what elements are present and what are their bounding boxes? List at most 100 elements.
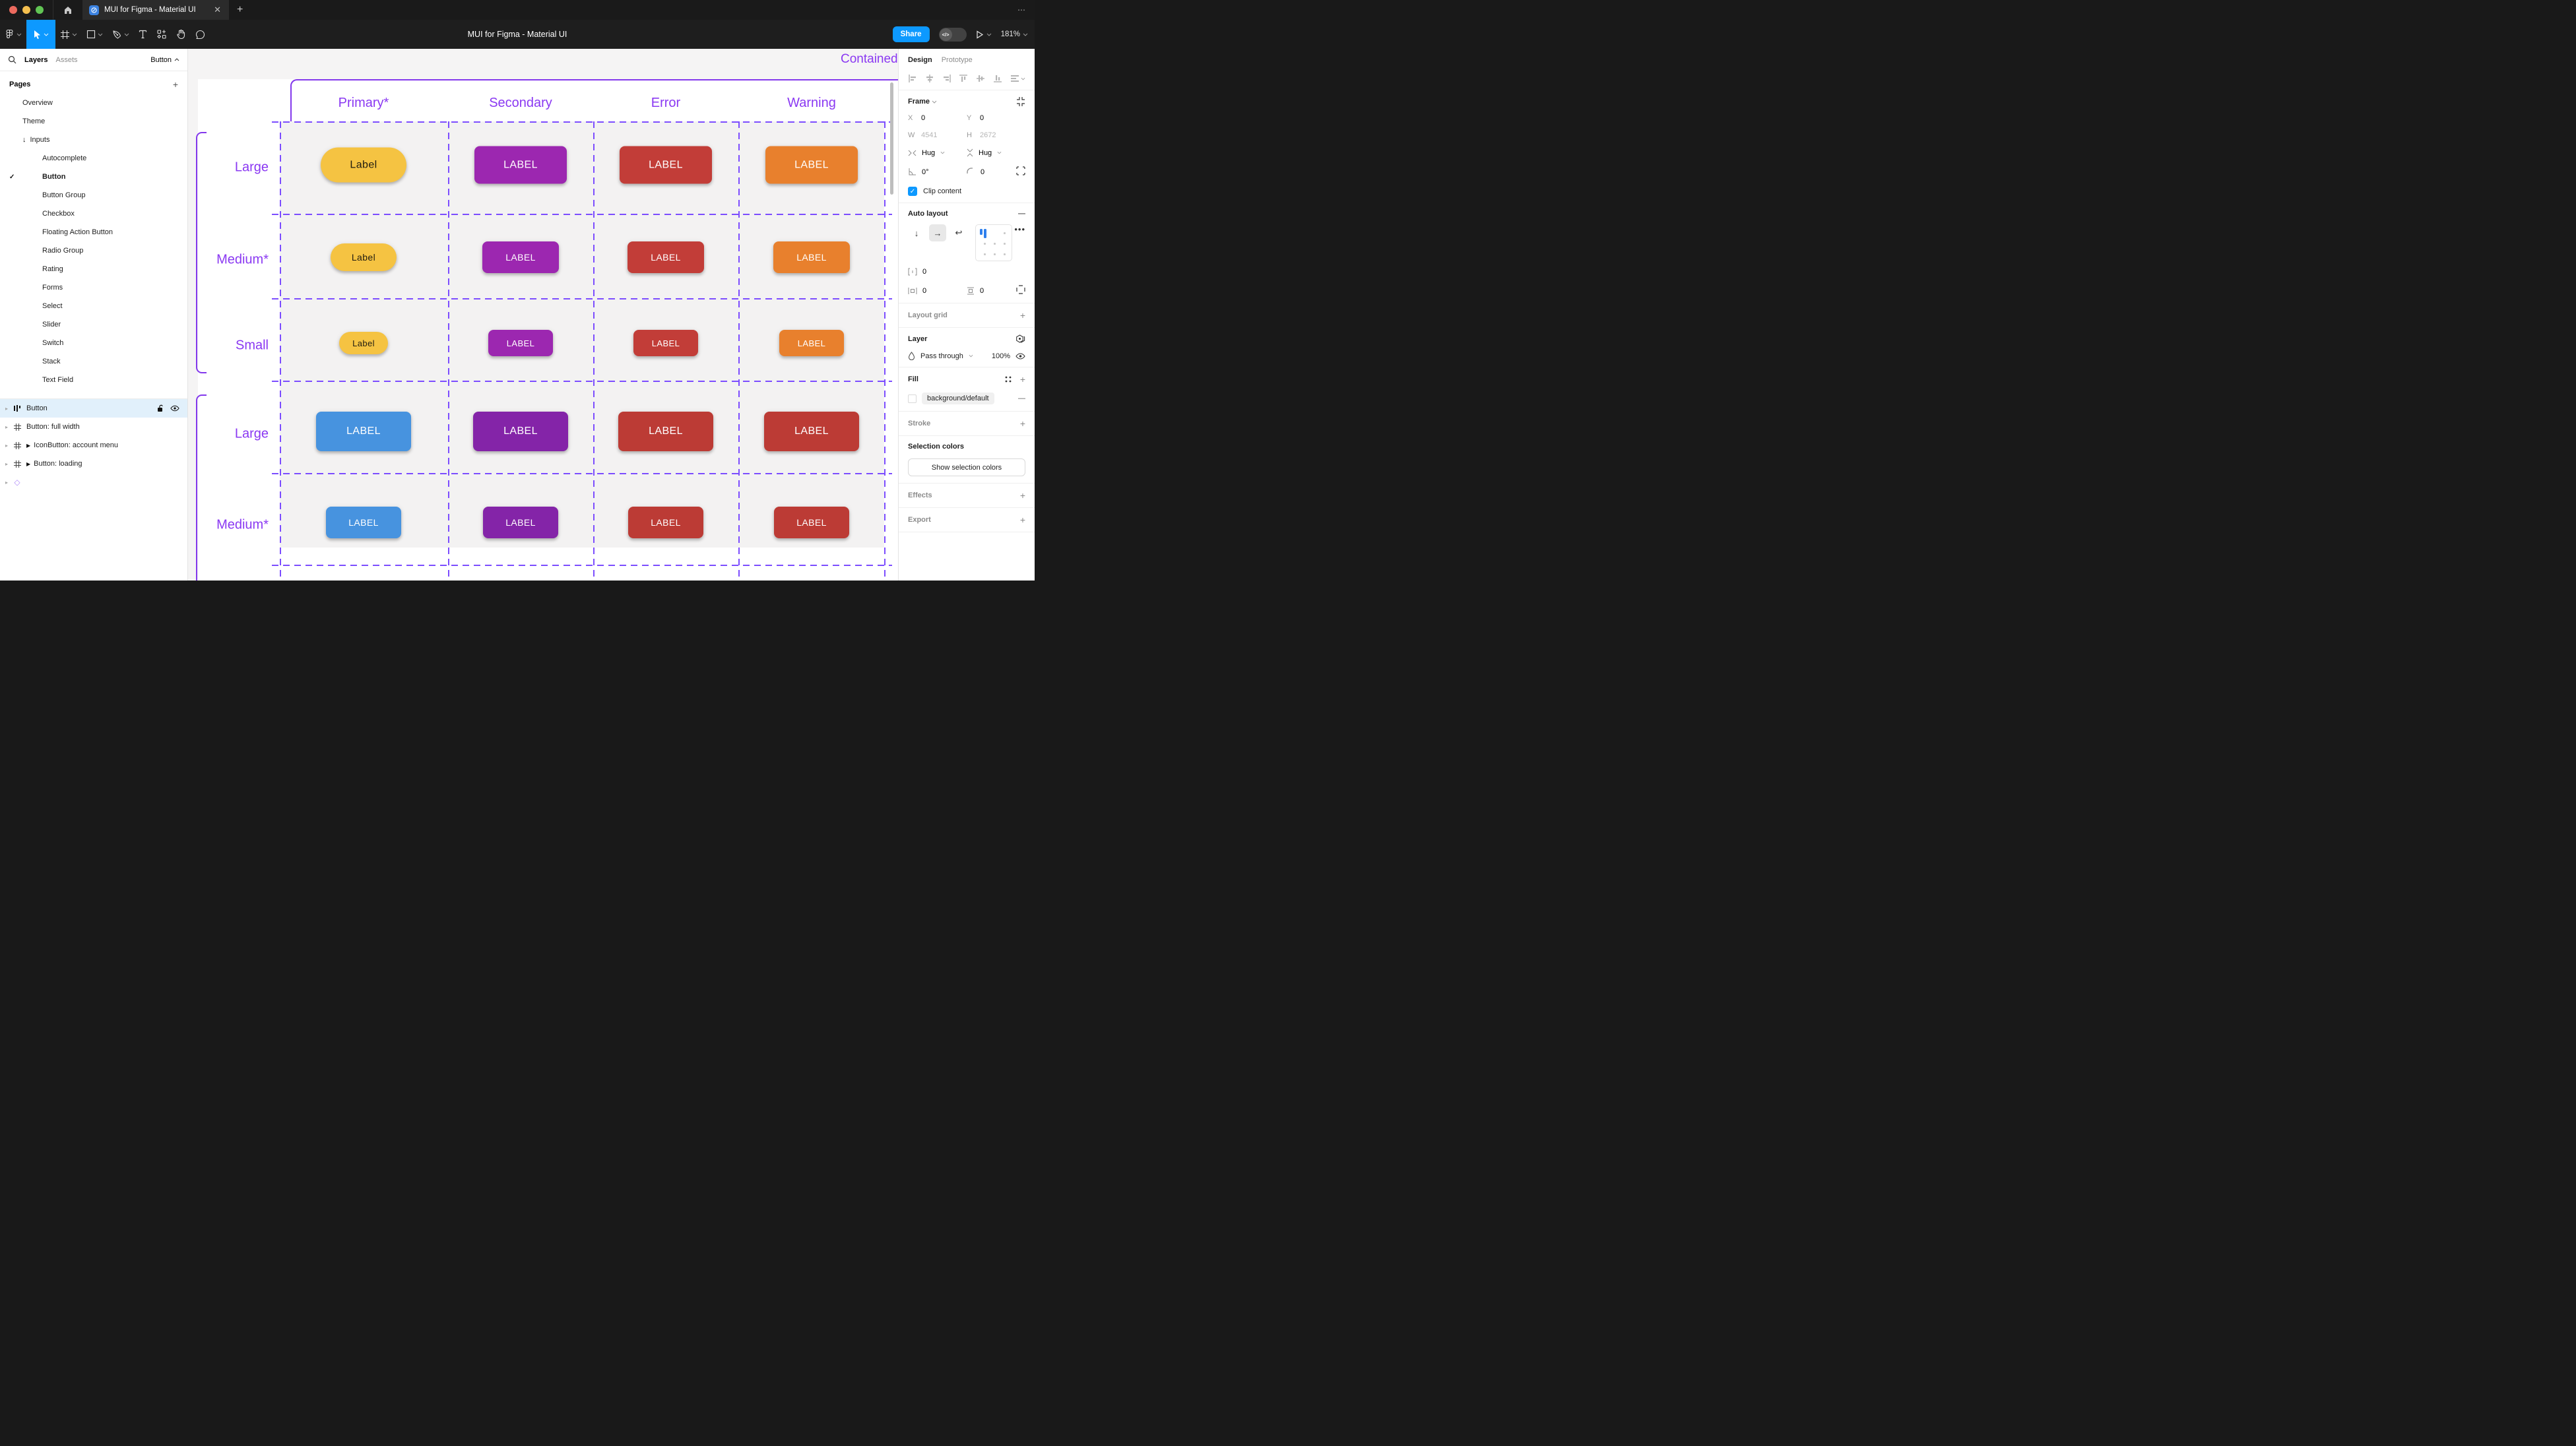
frame-tool-button[interactable] xyxy=(55,20,82,49)
maximize-window-icon[interactable] xyxy=(36,6,44,14)
layout-vertical-button[interactable]: ↓ xyxy=(908,224,925,241)
auto-layout-more-button[interactable]: ••• xyxy=(1014,224,1025,261)
canvas-button-primary-medium[interactable]: LABEL xyxy=(326,507,401,538)
rotation-field[interactable]: 0° xyxy=(908,166,967,177)
move-tool-button[interactable] xyxy=(26,20,55,49)
align-top-icon[interactable] xyxy=(959,74,968,83)
zoom-level-dropdown[interactable]: 181% xyxy=(1001,30,1028,38)
horizontal-padding-field[interactable]: 0 xyxy=(908,285,967,296)
align-bottom-icon[interactable] xyxy=(993,74,1002,83)
tab-assets[interactable]: Assets xyxy=(55,56,77,64)
canvas-button-warning-large[interactable]: LABEL xyxy=(764,412,859,451)
tab-design[interactable]: Design xyxy=(908,56,932,64)
add-effect-button[interactable]: + xyxy=(1020,490,1025,501)
page-item-stack[interactable]: Stack xyxy=(0,352,187,371)
main-menu-button[interactable] xyxy=(0,20,26,49)
height-field[interactable]: H2672 xyxy=(967,131,1025,139)
page-item-forms[interactable]: Forms xyxy=(0,278,187,297)
page-item-text-field[interactable]: Text Field xyxy=(0,371,187,389)
blend-mode-icon[interactable] xyxy=(1015,334,1025,344)
independent-padding-icon[interactable] xyxy=(1016,285,1025,294)
width-field[interactable]: W4541 xyxy=(908,131,967,139)
canvas-button-secondary-large[interactable]: LABEL xyxy=(474,146,567,184)
vertical-resizing-dropdown[interactable]: Hug xyxy=(967,148,1025,157)
canvas[interactable]: Contained Primary*SecondaryErrorWarningL… xyxy=(188,49,898,581)
canvas-button-primary-large[interactable]: LABEL xyxy=(316,412,411,451)
canvas-button-primary-small[interactable]: Label xyxy=(339,332,388,354)
canvas-scrollbar[interactable] xyxy=(890,82,893,195)
minimize-window-icon[interactable] xyxy=(22,6,30,14)
actions-tool-button[interactable] xyxy=(152,20,172,49)
vertical-padding-field[interactable]: 0 xyxy=(967,285,1025,296)
expand-chevron-icon[interactable]: ▸ xyxy=(5,443,12,449)
canvas-button-warning-medium[interactable]: LABEL xyxy=(774,507,849,538)
pen-tool-button[interactable] xyxy=(108,20,134,49)
y-position-field[interactable]: Y0 xyxy=(967,114,1025,122)
share-button[interactable]: Share xyxy=(893,26,930,42)
unlock-icon[interactable] xyxy=(156,404,164,412)
clip-content-row[interactable]: ✓ Clip content xyxy=(908,187,1025,196)
layout-wrap-button[interactable]: ↩ xyxy=(950,224,967,241)
remove-fill-button[interactable]: — xyxy=(1018,394,1025,402)
tidy-up-dropdown[interactable] xyxy=(1010,74,1025,83)
page-item-button[interactable]: ✓Button xyxy=(0,168,187,186)
page-item-overview[interactable]: Overview xyxy=(0,94,187,112)
page-item-rating[interactable]: Rating xyxy=(0,260,187,278)
page-item-theme[interactable]: Theme xyxy=(0,112,187,131)
page-item-slider[interactable]: Slider xyxy=(0,315,187,334)
canvas-button-primary-medium[interactable]: Label xyxy=(331,243,397,271)
blend-mode-dropdown[interactable]: Pass through xyxy=(920,352,963,360)
eye-icon[interactable] xyxy=(1015,353,1025,360)
canvas-button-error-large[interactable]: LABEL xyxy=(620,146,712,184)
align-h-center-icon[interactable] xyxy=(925,74,934,83)
dev-mode-toggle[interactable]: </> xyxy=(939,28,967,42)
fill-color-swatch[interactable] xyxy=(908,394,917,403)
remove-auto-layout-button[interactable]: — xyxy=(1018,210,1025,218)
page-item-button-group[interactable]: Button Group xyxy=(0,186,187,204)
add-page-button[interactable]: + xyxy=(173,79,178,90)
page-item-checkbox[interactable]: Checkbox xyxy=(0,204,187,223)
add-fill-button[interactable]: + xyxy=(1020,374,1025,385)
scope-dropdown[interactable]: Button xyxy=(150,56,179,64)
x-position-field[interactable]: X0 xyxy=(908,114,967,122)
collapse-icon[interactable] xyxy=(1016,97,1025,106)
page-item-autocomplete[interactable]: Autocomplete xyxy=(0,149,187,168)
window-menu-icon[interactable]: ⋯ xyxy=(1017,5,1027,15)
frame-title[interactable]: Contained xyxy=(841,52,898,67)
add-layout-grid-button[interactable]: + xyxy=(1020,310,1025,321)
align-right-icon[interactable] xyxy=(942,74,951,83)
frame-section-title[interactable]: Frame xyxy=(908,98,930,106)
canvas-button-warning-large[interactable]: LABEL xyxy=(765,146,858,184)
styles-icon[interactable] xyxy=(1004,375,1012,383)
canvas-button-error-medium[interactable]: LABEL xyxy=(628,507,703,538)
opacity-field[interactable]: 100% xyxy=(992,352,1010,360)
expand-chevron-icon[interactable]: ▸ xyxy=(5,461,12,467)
canvas-button-secondary-large[interactable]: LABEL xyxy=(473,412,568,451)
expand-chevron-icon[interactable]: ▸ xyxy=(5,424,12,430)
canvas-button-warning-small[interactable]: LABEL xyxy=(779,330,844,356)
new-tab-button[interactable]: + xyxy=(237,4,243,16)
text-tool-button[interactable] xyxy=(134,20,152,49)
tab-layers[interactable]: Layers xyxy=(24,56,48,64)
hand-tool-button[interactable] xyxy=(172,20,191,49)
collapse-arrow-icon[interactable]: ↓ xyxy=(22,136,26,144)
add-export-button[interactable]: + xyxy=(1020,515,1025,525)
independent-corners-icon[interactable] xyxy=(1016,166,1025,175)
fill-style-chip[interactable]: background/default xyxy=(922,393,994,404)
show-selection-colors-button[interactable]: Show selection colors xyxy=(908,458,1025,476)
shape-tool-button[interactable] xyxy=(82,20,108,49)
eye-icon[interactable] xyxy=(170,405,179,412)
layer-item-button-loading[interactable]: ▸▶Button: loading xyxy=(0,455,187,473)
add-stroke-button[interactable]: + xyxy=(1020,418,1025,429)
page-item-select[interactable]: Select xyxy=(0,297,187,315)
expand-chevron-icon[interactable]: ▸ xyxy=(5,406,12,412)
alignment-box[interactable] xyxy=(975,224,1012,261)
comment-tool-button[interactable] xyxy=(191,20,210,49)
layer-item-iconbutton-account-menu[interactable]: ▸▶IconButton: account menu xyxy=(0,436,187,455)
horizontal-resizing-dropdown[interactable]: Hug xyxy=(908,148,967,157)
present-button[interactable] xyxy=(976,30,992,39)
align-v-center-icon[interactable] xyxy=(976,74,985,83)
canvas-button-error-small[interactable]: LABEL xyxy=(633,330,698,356)
page-item-switch[interactable]: Switch xyxy=(0,334,187,352)
align-left-icon[interactable] xyxy=(908,74,917,83)
